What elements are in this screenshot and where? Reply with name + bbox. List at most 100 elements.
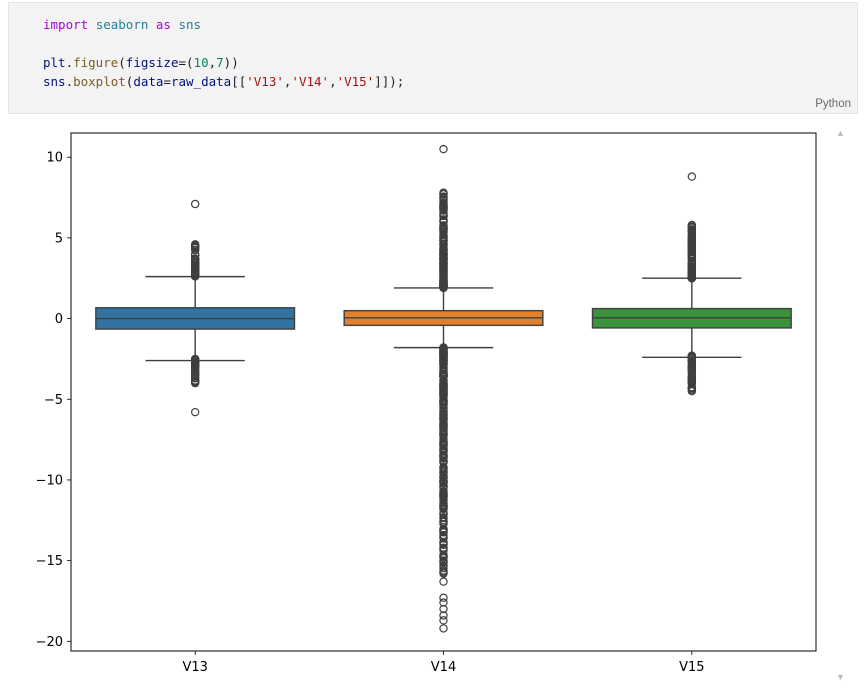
outlier-point bbox=[439, 388, 448, 397]
y-tick-label: 0 bbox=[55, 312, 63, 327]
outlier-point bbox=[439, 479, 448, 488]
outlier-point bbox=[190, 199, 200, 209]
code-token: 'V14' bbox=[291, 74, 330, 89]
outlier-point bbox=[687, 231, 697, 240]
outlier-point bbox=[439, 188, 448, 197]
outlier-point bbox=[439, 225, 448, 234]
x-tick-label: V15 bbox=[679, 660, 704, 675]
outlier-point bbox=[687, 271, 697, 280]
y-tick-label: −5 bbox=[44, 393, 63, 408]
outlier-point bbox=[687, 226, 697, 235]
outlier-point bbox=[439, 504, 448, 513]
outlier-point bbox=[439, 362, 448, 372]
outlier-point bbox=[439, 237, 448, 246]
outlier-point bbox=[687, 384, 697, 393]
code-line[interactable]: sns.boxplot(data=raw_data[['V13','V14','… bbox=[43, 72, 404, 91]
outlier-point bbox=[687, 220, 697, 230]
outlier-point bbox=[439, 445, 448, 455]
outlier-point bbox=[439, 419, 448, 428]
x-tick-label: V14 bbox=[431, 660, 456, 675]
outlier-point bbox=[439, 277, 448, 287]
outlier-point bbox=[687, 352, 697, 361]
outlier-point bbox=[439, 430, 448, 440]
outlier-point bbox=[439, 261, 448, 270]
code-token: boxplot bbox=[73, 74, 126, 89]
language-label[interactable]: Python bbox=[815, 98, 851, 110]
code-token bbox=[171, 17, 179, 32]
outlier-point bbox=[439, 577, 448, 586]
outlier-point bbox=[439, 227, 448, 237]
code-editor[interactable]: import seaborn as sns plt.figure(figsize=… bbox=[43, 15, 404, 91]
outlier-point bbox=[687, 265, 697, 274]
outlier-point bbox=[439, 538, 448, 547]
code-token: . bbox=[65, 55, 74, 70]
outlier-point bbox=[439, 476, 448, 486]
outlier-point bbox=[439, 517, 448, 526]
code-token: 7 bbox=[216, 55, 224, 70]
code-token: as bbox=[155, 17, 171, 32]
code-token: 'V13' bbox=[246, 74, 284, 89]
outlier-point bbox=[439, 204, 448, 213]
outlier-point bbox=[439, 481, 448, 491]
outlier-point bbox=[190, 359, 200, 369]
code-token: ]]); bbox=[374, 74, 405, 89]
outlier-point bbox=[687, 273, 697, 283]
outlier-point bbox=[439, 501, 448, 511]
outlier-point bbox=[190, 263, 200, 273]
outlier-point bbox=[190, 272, 200, 281]
outlier-point bbox=[439, 616, 448, 625]
code-token: figsize bbox=[125, 55, 179, 70]
outlier-point bbox=[687, 172, 697, 181]
code-cell[interactable]: import seaborn as sns plt.figure(figsize=… bbox=[8, 2, 858, 114]
code-token: plt bbox=[43, 55, 66, 70]
outlier-point bbox=[190, 407, 200, 417]
outlier-point bbox=[439, 368, 448, 377]
code-token: sns bbox=[43, 74, 66, 89]
code-token: sns bbox=[178, 17, 202, 32]
cell-output: 10 5 0 −5 −10 −15 −20 V13 V14 V15 bbox=[0, 118, 864, 684]
code-token: ( bbox=[125, 74, 134, 89]
scroll-down-arrow[interactable]: ▼ bbox=[836, 672, 845, 682]
outlier-point bbox=[439, 391, 448, 400]
code-token: . bbox=[65, 74, 74, 89]
outlier-point bbox=[687, 223, 697, 232]
code-line[interactable] bbox=[43, 34, 404, 53]
outlier-point bbox=[439, 353, 448, 362]
outlier-point bbox=[190, 354, 200, 364]
outlier-point bbox=[439, 376, 448, 385]
outlier-point bbox=[439, 611, 448, 620]
outlier-point bbox=[439, 274, 448, 283]
y-tick-label: −15 bbox=[36, 554, 63, 569]
outlier-point bbox=[687, 259, 697, 269]
code-token: , bbox=[283, 74, 292, 89]
outlier-point bbox=[439, 425, 448, 435]
outlier-point bbox=[439, 464, 448, 473]
outlier-point bbox=[439, 528, 448, 537]
outlier-point bbox=[190, 245, 200, 254]
y-tick-label: −20 bbox=[36, 635, 63, 650]
outlier-point bbox=[439, 598, 448, 607]
outlier-point bbox=[439, 593, 448, 602]
code-token: data bbox=[133, 74, 164, 89]
code-token: [[ bbox=[231, 74, 247, 89]
scroll-up-arrow[interactable]: ▲ bbox=[836, 128, 845, 138]
outlier-point bbox=[687, 242, 697, 251]
outlier-point bbox=[439, 458, 448, 467]
plot-frame bbox=[70, 132, 817, 652]
outlier-point bbox=[439, 569, 448, 578]
y-tick-label: −10 bbox=[36, 473, 63, 488]
code-token: seaborn bbox=[95, 17, 149, 32]
outlier-point bbox=[190, 378, 200, 388]
outlier-point bbox=[190, 269, 200, 278]
y-tick-label: 10 bbox=[46, 151, 63, 166]
code-token: 'V15' bbox=[336, 74, 375, 89]
code-line[interactable]: plt.figure(figsize=(10,7)) bbox=[43, 53, 404, 72]
outlier-point bbox=[190, 240, 200, 249]
code-line[interactable]: import seaborn as sns bbox=[43, 15, 404, 34]
code-token: ( bbox=[118, 55, 126, 70]
code-token: 10 bbox=[193, 55, 209, 70]
code-token bbox=[148, 17, 156, 32]
code-token: figure bbox=[73, 55, 119, 70]
code-token: = bbox=[163, 74, 171, 89]
outlier-point bbox=[439, 144, 448, 154]
